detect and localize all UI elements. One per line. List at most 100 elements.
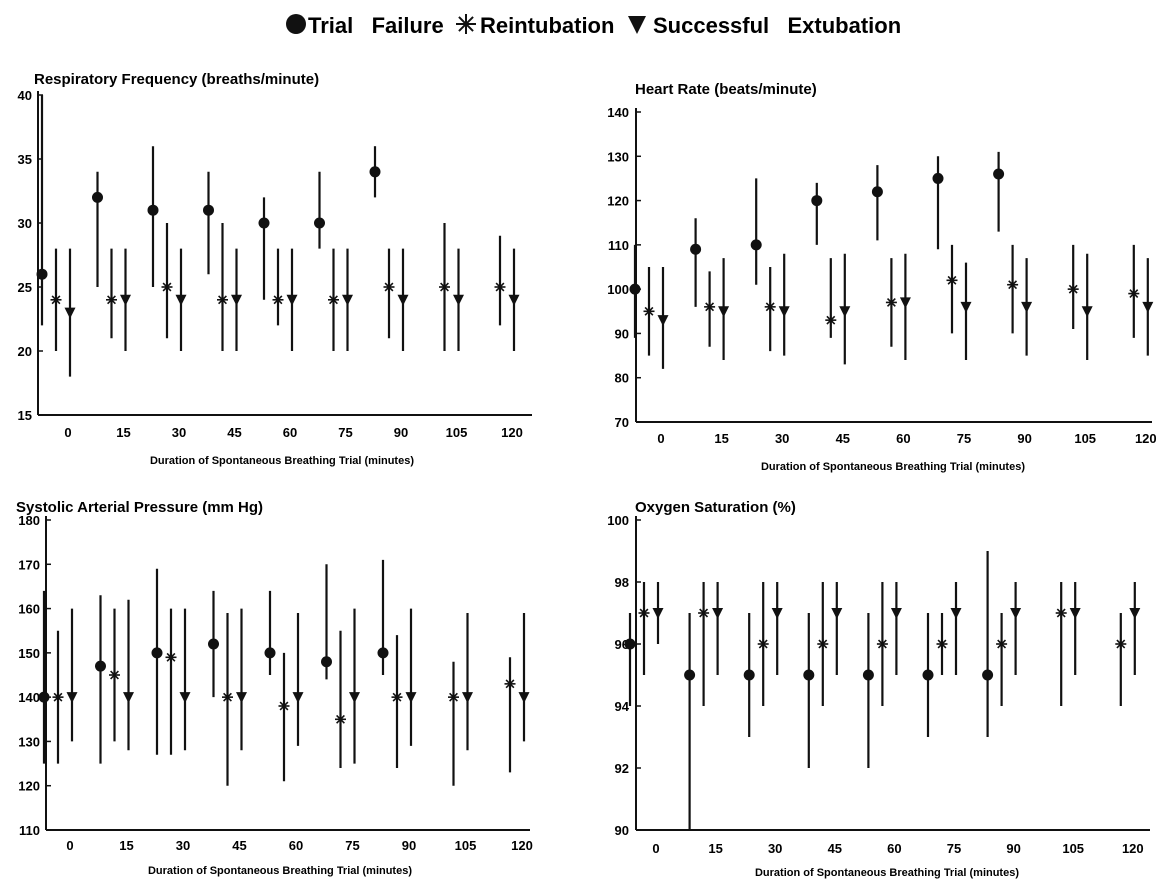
y-tick-label: 90 (615, 326, 629, 341)
x-tick-label: 105 (1074, 431, 1096, 446)
x-axis-label: Duration of Spontaneous Breathing Trial … (148, 865, 412, 877)
data-point-triangle-down (899, 297, 911, 309)
y-tick-label: 94 (615, 699, 630, 714)
data-point-asterisk (439, 281, 450, 293)
data-point-asterisk (757, 638, 769, 650)
data-point-asterisk (448, 691, 459, 703)
y-tick-label: 40 (18, 88, 32, 103)
data-point-circle (993, 168, 1005, 180)
x-tick-label: 105 (446, 425, 468, 440)
y-tick-label: 92 (615, 761, 629, 776)
data-point-triangle-down (718, 306, 730, 318)
x-tick-label: 15 (116, 425, 130, 440)
data-point-asterisk (52, 691, 64, 703)
x-tick-label: 75 (947, 841, 961, 856)
y-tick-label: 170 (18, 557, 40, 572)
y-tick-label: 96 (615, 637, 629, 652)
y-tick-label: 70 (615, 415, 629, 430)
x-tick-label: 75 (338, 425, 352, 440)
data-point-asterisk (109, 669, 120, 681)
x-tick-label: 45 (232, 838, 246, 853)
data-point-asterisk (106, 294, 117, 306)
chart-title: Systolic Arterial Pressure (mm Hg) (16, 499, 263, 516)
data-point-triangle-down (231, 294, 242, 306)
data-point-asterisk (876, 638, 888, 650)
data-point-circle (982, 669, 994, 681)
data-point-triangle-down (771, 608, 783, 619)
data-point-circle (684, 669, 696, 681)
data-point-triangle-down (1010, 608, 1022, 619)
y-tick-label: 98 (615, 575, 629, 590)
data-point-circle (203, 204, 214, 216)
data-point-triangle-down (292, 692, 304, 704)
data-point-circle (811, 195, 823, 207)
x-axis-label: Duration of Spontaneous Breathing Trial … (150, 455, 414, 467)
data-point-circle (629, 283, 641, 295)
x-tick-label: 0 (652, 841, 659, 856)
x-tick-label: 30 (176, 838, 190, 853)
data-point-triangle-down (462, 692, 473, 704)
systolic-pressure-svg: Systolic Arterial Pressure (mm Hg) Durat… (16, 499, 533, 877)
x-tick-label: 120 (511, 838, 533, 853)
y-tick-label: 110 (608, 238, 629, 253)
data-point-asterisk (1128, 288, 1140, 300)
y-tick-label: 100 (607, 282, 629, 297)
data-point-triangle-down (950, 608, 962, 619)
data-point-asterisk (50, 294, 62, 306)
data-point-triangle-down (652, 608, 664, 619)
data-point-circle (314, 217, 325, 229)
data-point-triangle-down (64, 307, 76, 319)
data-point-asterisk (222, 691, 233, 703)
data-point-circle (95, 660, 106, 672)
data-point-triangle-down (236, 692, 247, 704)
data-point-asterisk (335, 713, 346, 725)
data-point-circle (922, 669, 934, 681)
legend-marker-circle (286, 14, 306, 34)
x-tick-label: 60 (896, 431, 910, 446)
data-point-triangle-down (397, 294, 409, 306)
x-tick-label: 90 (1006, 841, 1020, 856)
x-tick-label: 45 (828, 841, 842, 856)
data-point-circle (258, 217, 270, 229)
x-tick-label: 90 (1017, 431, 1031, 446)
data-point-asterisk (504, 678, 516, 690)
data-point-circle (871, 186, 883, 198)
y-tick-label: 140 (607, 105, 629, 120)
x-tick-label: 90 (394, 425, 408, 440)
x-tick-label: 0 (657, 431, 664, 446)
x-tick-label: 90 (402, 838, 416, 853)
data-point-triangle-down (405, 692, 417, 704)
legend-marker-asterisk (456, 14, 476, 34)
data-point-circle (369, 166, 381, 178)
x-tick-label: 15 (714, 431, 728, 446)
data-point-asterisk (278, 700, 290, 712)
y-tick-label: 140 (18, 690, 40, 705)
x-tick-label: 60 (289, 838, 303, 853)
data-point-triangle-down (778, 306, 790, 318)
x-tick-label: 105 (455, 838, 477, 853)
legend-label: Reintubation (480, 13, 614, 38)
y-tick-label: 160 (18, 602, 40, 617)
x-tick-label: 0 (64, 425, 71, 440)
data-point-circle (151, 647, 163, 659)
data-point-triangle-down (66, 692, 78, 704)
x-tick-label: 120 (1122, 841, 1144, 856)
data-point-asterisk (825, 314, 837, 326)
data-point-circle (36, 268, 48, 280)
data-point-circle (264, 647, 276, 659)
x-axis-label: Duration of Spontaneous Breathing Trial … (755, 867, 1019, 879)
y-tick-label: 120 (18, 779, 40, 794)
chart-legend: Trial Failure Reintubation Successful Extu… (0, 4, 1156, 44)
data-point-circle (208, 638, 219, 650)
data-point-asterisk (1055, 607, 1067, 619)
data-point-triangle-down (712, 608, 724, 619)
data-point-asterisk (1115, 638, 1127, 650)
data-point-asterisk (698, 607, 710, 619)
data-point-circle (377, 647, 389, 659)
x-tick-label: 45 (836, 431, 850, 446)
systolic-pressure-chart: Systolic Arterial Pressure (mm Hg) Durat… (0, 490, 560, 883)
y-tick-label: 90 (615, 823, 629, 838)
data-point-asterisk (494, 281, 506, 293)
x-axis-label: Duration of Spontaneous Breathing Trial … (761, 461, 1025, 473)
data-point-asterisk (936, 638, 948, 650)
